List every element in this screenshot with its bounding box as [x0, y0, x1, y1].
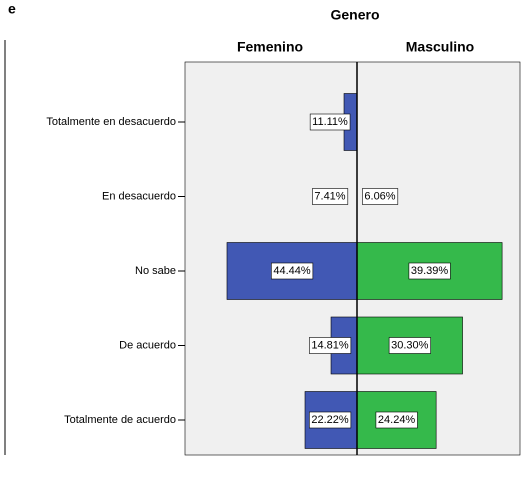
chart-title: Genero — [330, 7, 379, 23]
value-label: 39.39% — [411, 265, 449, 277]
category-label: Totalmente en desacuerdo — [46, 116, 176, 128]
category-label: No sabe — [135, 265, 176, 277]
value-label: 44.44% — [273, 265, 311, 277]
category-label: De acuerdo — [119, 339, 176, 351]
value-label-box — [408, 262, 451, 280]
value-label-box — [375, 411, 418, 429]
value-label: 30.30% — [391, 339, 429, 351]
value-label: 24.24% — [378, 414, 416, 426]
value-label-box — [388, 337, 431, 354]
category-label: Totalmente de acuerdo — [64, 414, 176, 426]
series-header: Femenino — [237, 39, 303, 55]
series-header: Masculino — [406, 39, 474, 55]
value-label-box — [309, 337, 352, 354]
fragment-label: e — [8, 1, 16, 17]
value-label-box — [362, 188, 399, 205]
value-label: 7.41% — [314, 190, 345, 202]
value-label: 14.81% — [311, 339, 349, 351]
value-label: 6.06% — [364, 190, 395, 202]
value-label: 22.22% — [311, 414, 349, 426]
category-label: En desacuerdo — [102, 190, 176, 202]
value-label-box — [309, 113, 351, 131]
value-label-box — [271, 262, 314, 280]
value-label-box — [312, 188, 349, 205]
value-label: 11.11% — [312, 116, 348, 128]
value-label-box — [309, 411, 352, 429]
